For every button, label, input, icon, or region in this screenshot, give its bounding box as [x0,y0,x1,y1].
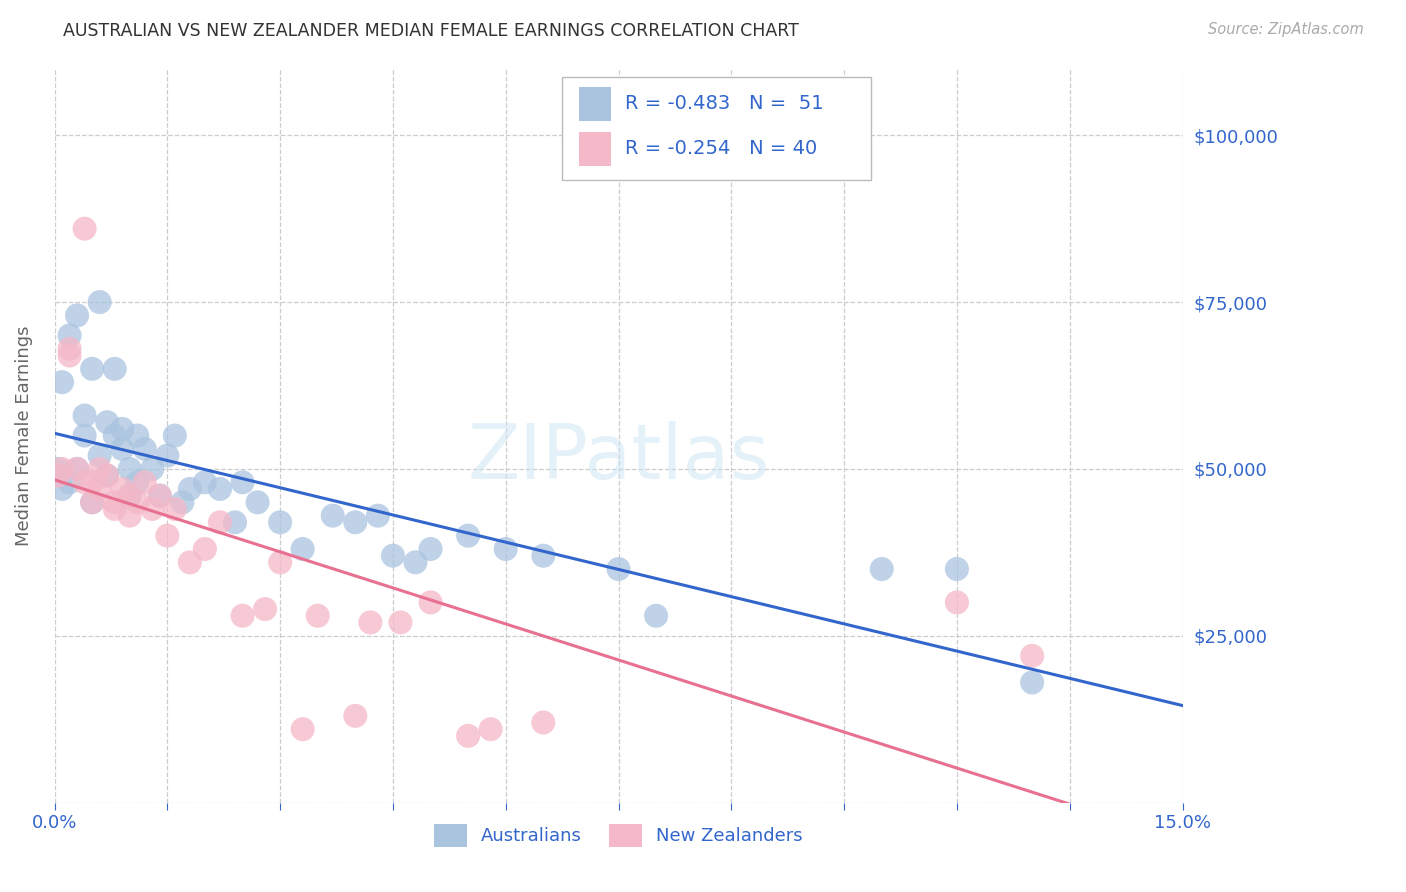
Point [946,562,969,576]
Point [531,549,554,563]
Point [73,409,96,423]
Point [156,529,179,543]
Point [46,462,69,476]
Point [58,328,80,343]
Point [111,482,134,496]
Point [163,428,186,442]
Text: R = -0.483   N =  51: R = -0.483 N = 51 [626,94,824,113]
Point [389,615,412,630]
Point [645,608,668,623]
Point [58,349,80,363]
Point [307,608,329,623]
Point [118,462,141,476]
Point [118,508,141,523]
Point [149,489,172,503]
Point [254,602,277,616]
Point [134,475,156,490]
Point [82,361,104,376]
Point [224,516,246,530]
Point [104,428,127,442]
Point [194,475,217,490]
Point [141,502,163,516]
Text: R = -0.254   N = 40: R = -0.254 N = 40 [626,139,818,158]
Point [89,295,111,310]
Point [172,495,194,509]
Point [89,482,111,496]
Point [208,516,231,530]
Point [457,729,479,743]
Point [1021,675,1043,690]
Point [104,495,127,509]
Point [419,541,441,556]
Point [208,482,231,496]
Point [246,495,269,509]
Point [66,309,89,323]
Point [149,489,172,503]
Point [96,468,118,483]
Point [231,608,253,623]
Point [291,722,314,736]
Point [51,462,73,476]
Text: Source: ZipAtlas.com: Source: ZipAtlas.com [1208,22,1364,37]
Point [66,462,89,476]
Point [367,508,389,523]
Point [104,361,127,376]
Point [82,495,104,509]
Point [607,562,630,576]
Point [51,375,73,389]
Point [134,442,156,456]
Legend: Australians, New Zealanders: Australians, New Zealanders [425,814,811,856]
Point [51,482,73,496]
Point [479,722,502,736]
Point [179,482,201,496]
Point [118,489,141,503]
Point [1021,648,1043,663]
Point [118,489,141,503]
Point [58,342,80,356]
Point [73,221,96,235]
Point [111,442,134,456]
Point [405,555,427,569]
Point [344,709,367,723]
Y-axis label: Median Female Earnings: Median Female Earnings [15,326,32,546]
Point [269,555,291,569]
Point [344,516,367,530]
Point [127,495,149,509]
Point [946,595,969,609]
Point [104,502,127,516]
Point [66,462,89,476]
Point [111,422,134,436]
Point [495,541,517,556]
Point [359,615,381,630]
Text: ZIPatlas: ZIPatlas [467,421,769,494]
Point [231,475,253,490]
Point [82,495,104,509]
Point [127,475,149,490]
Point [141,462,163,476]
Point [96,468,118,483]
Point [82,475,104,490]
Point [194,541,217,556]
Point [531,715,554,730]
Text: AUSTRALIAN VS NEW ZEALANDER MEDIAN FEMALE EARNINGS CORRELATION CHART: AUSTRALIAN VS NEW ZEALANDER MEDIAN FEMAL… [63,22,799,40]
Point [163,502,186,516]
Point [89,449,111,463]
Point [269,516,291,530]
Point [419,595,441,609]
Point [156,449,179,463]
Point [179,555,201,569]
Point [457,529,479,543]
Point [291,541,314,556]
Point [73,428,96,442]
Point [46,468,69,483]
Point [127,428,149,442]
Point [58,475,80,490]
Point [870,562,893,576]
Point [381,549,404,563]
Point [96,415,118,429]
Point [73,475,96,490]
Point [89,462,111,476]
Point [322,508,344,523]
